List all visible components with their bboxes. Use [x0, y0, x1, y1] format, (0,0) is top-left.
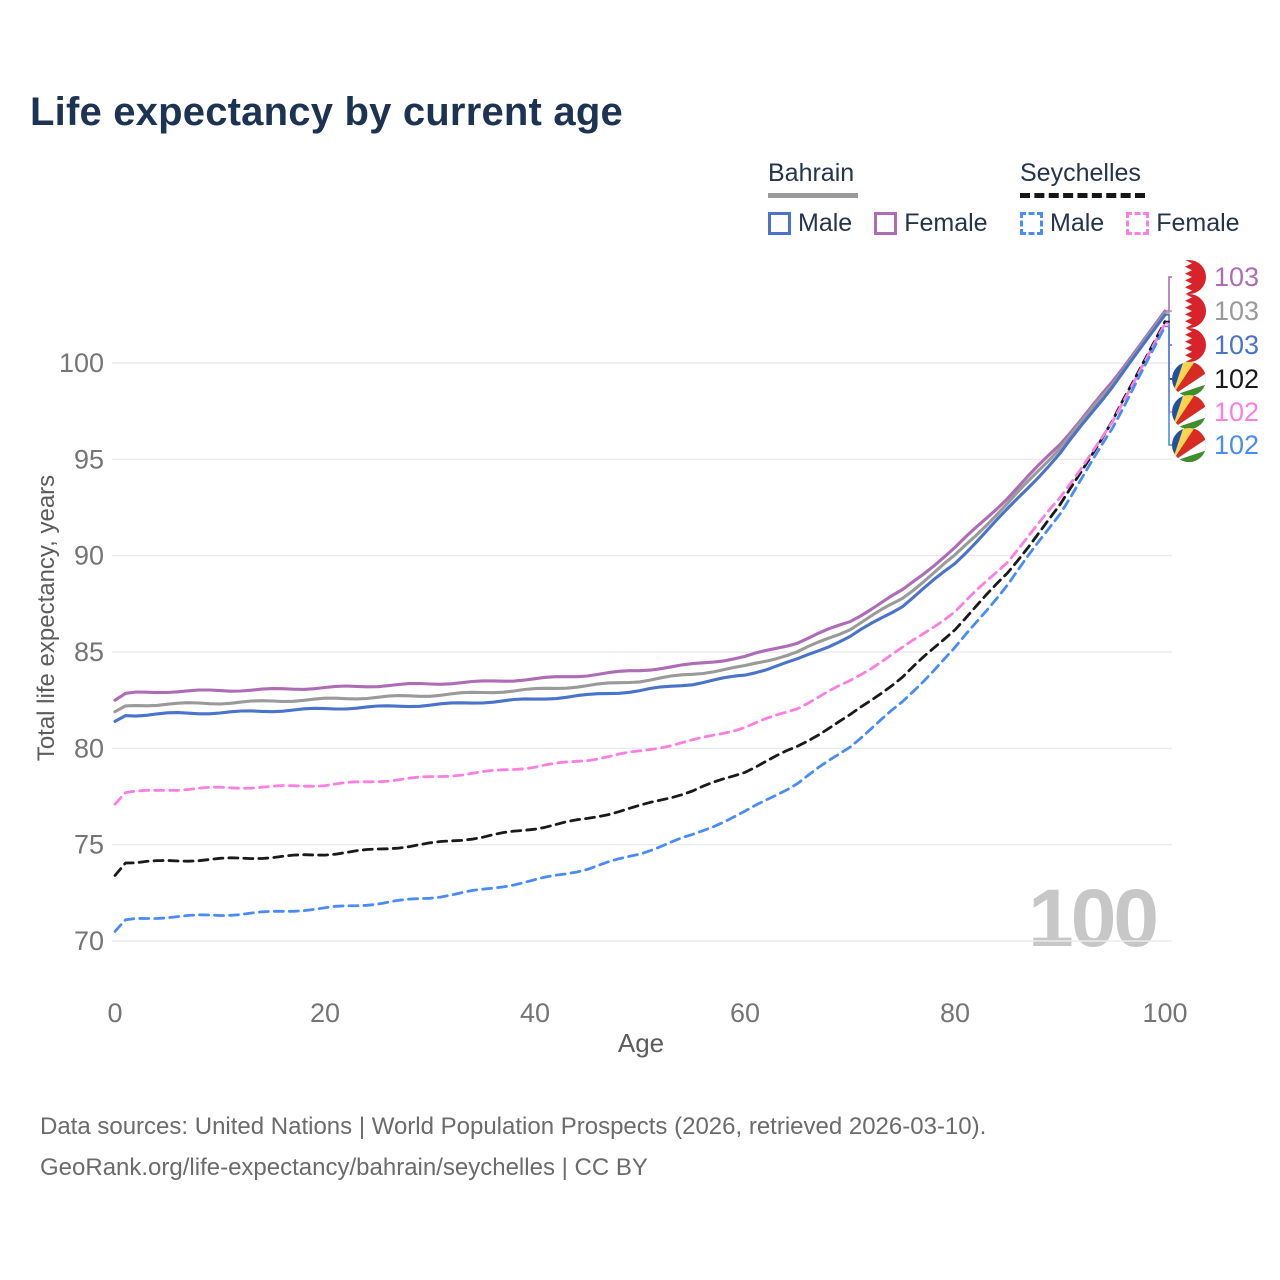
legend-label-bahrain-female: Female: [904, 208, 988, 237]
seychelles-flag-icon: [1172, 362, 1206, 396]
x-tick-label: 80: [940, 998, 970, 1028]
y-tick-label: 70: [74, 926, 104, 956]
seychelles-flag-icon: [1172, 428, 1206, 462]
y-tick-label: 75: [74, 830, 104, 860]
seychelles-flag-icon: [1172, 362, 1206, 396]
footer-url-line: GeoRank.org/life-expectancy/bahrain/seyc…: [40, 1154, 648, 1181]
end-label-value: 102: [1214, 363, 1260, 394]
end-label-value: 102: [1214, 429, 1260, 460]
x-tick-label: 0: [107, 998, 122, 1028]
end-label-seychelles-male: 102: [1172, 428, 1259, 462]
legend-item-bahrain-male[interactable]: Male: [768, 209, 852, 238]
end-label-value: 103: [1214, 329, 1260, 360]
legend-row-bahrain: Male Female: [768, 209, 988, 238]
end-label-bahrain-male: 103: [1172, 328, 1259, 362]
seychelles-flag-icon: [1172, 428, 1206, 462]
bahrain-flag-icon: [1172, 294, 1206, 328]
end-label-value: 103: [1214, 295, 1260, 326]
series-line-seychelles-both[interactable]: [113, 320, 1167, 877]
bahrain-flag-icon: [1172, 260, 1206, 294]
legend-label-seychelles-male: Male: [1050, 208, 1105, 237]
legend-swatch-bahrain-male-icon: [768, 211, 791, 235]
end-label-bahrain-both: 103: [1172, 294, 1259, 328]
legend-title-seychelles[interactable]: Seychelles: [1020, 159, 1145, 198]
bahrain-flag-icon: [1172, 260, 1206, 294]
end-label-value: 103: [1214, 261, 1260, 292]
end-label-seychelles-female: 102: [1172, 395, 1259, 429]
series-line-seychelles-male[interactable]: [113, 325, 1167, 933]
page-title: Life expectancy by current age: [30, 90, 623, 134]
legend-item-bahrain-female[interactable]: Female: [874, 208, 988, 238]
end-label-value: 102: [1214, 396, 1260, 427]
footer: Data sources: United Nations | World Pop…: [40, 1106, 986, 1188]
legend-label-bahrain-male: Male: [798, 208, 853, 237]
footer-source-line: Data sources: United Nations | World Pop…: [40, 1113, 987, 1140]
legend-row-seychelles: Male Female: [1020, 209, 1240, 238]
y-tick-label: 100: [59, 348, 104, 378]
end-label-seychelles-both: 102: [1172, 362, 1259, 396]
legend-swatch-bahrain-female-icon: [874, 211, 898, 235]
y-tick-label: 80: [74, 733, 104, 763]
legend-item-seychelles-male[interactable]: Male: [1020, 209, 1104, 238]
bahrain-flag-icon: [1172, 294, 1206, 328]
series-line-bahrain-both[interactable]: [113, 311, 1167, 714]
x-tick-label: 100: [1142, 998, 1187, 1028]
x-tick-label: 60: [730, 998, 760, 1028]
bahrain-flag-icon: [1172, 328, 1206, 362]
age-watermark: 100: [1028, 873, 1159, 964]
end-label-bahrain-female: 103: [1172, 260, 1259, 294]
legend-group-bahrain: Bahrain Male Female: [768, 159, 988, 238]
y-tick-label: 95: [74, 444, 104, 474]
x-tick-label: 40: [520, 998, 550, 1028]
series-line-seychelles-female[interactable]: [113, 322, 1167, 806]
x-tick-label: 20: [310, 998, 340, 1028]
legend-swatch-seychelles-male-icon: [1020, 211, 1043, 235]
y-tick-label: 85: [74, 637, 104, 667]
legend-swatch-seychelles-female-icon: [1126, 211, 1150, 235]
legend-item-seychelles-female[interactable]: Female: [1126, 208, 1240, 238]
series-line-bahrain-female[interactable]: [113, 309, 1167, 702]
legend-group-seychelles: Seychelles Male Female: [1020, 159, 1240, 238]
legend-label-seychelles-female: Female: [1156, 208, 1240, 237]
seychelles-flag-icon: [1172, 395, 1206, 429]
y-tick-label: 90: [74, 541, 104, 571]
y-axis-label: Total life expectancy, years: [33, 474, 60, 762]
series-line-bahrain-male[interactable]: [113, 313, 1167, 723]
seychelles-flag-icon: [1172, 395, 1206, 429]
bahrain-flag-icon: [1172, 328, 1206, 362]
legend-title-bahrain[interactable]: Bahrain: [768, 159, 859, 198]
x-axis-label: Age: [617, 1028, 665, 1058]
